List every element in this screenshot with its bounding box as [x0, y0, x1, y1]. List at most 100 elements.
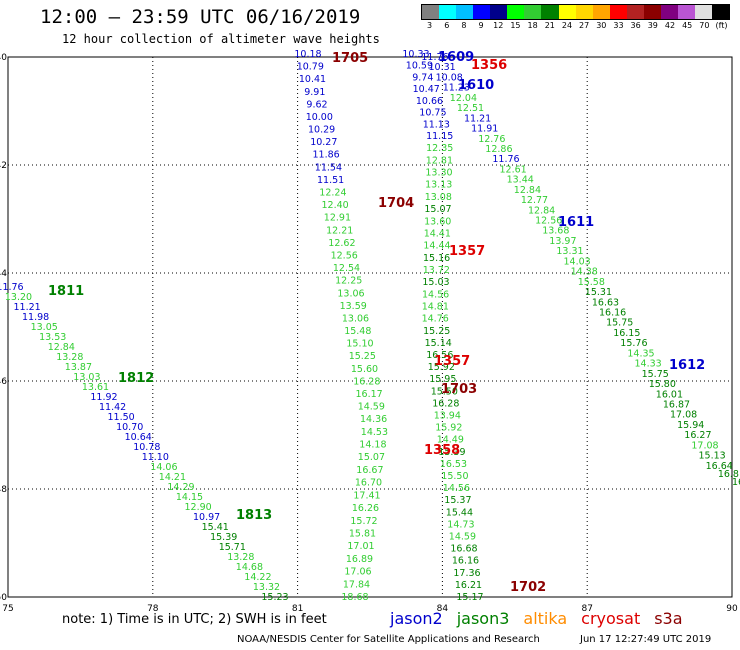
wave-height-value: 13.28	[227, 552, 254, 563]
wave-height-value: 12.77	[521, 195, 548, 206]
wave-height-value: 16.28	[432, 398, 459, 409]
wave-height-value: 13.03	[73, 372, 100, 383]
wave-height-value: 10.97	[193, 512, 220, 523]
wave-height-value: 16.26	[352, 503, 379, 514]
pass-time-label: 1610	[458, 78, 494, 93]
satellite-legend: jason2 jason3 altika cryosat s3a	[390, 609, 697, 628]
legend-label: 3	[427, 21, 433, 30]
wave-height-value: 15.41	[202, 522, 229, 533]
legend-label: (ft)	[715, 21, 728, 30]
wave-height-value: 15.44	[446, 507, 473, 518]
lat-label: 42	[0, 161, 7, 171]
wave-height-value: 11.76	[0, 282, 24, 293]
wave-height-value: 11.54	[315, 162, 342, 173]
wave-height-value: 15.60	[351, 364, 378, 375]
wave-height-value: 12.25	[335, 276, 362, 287]
wave-height-value: 15.03	[422, 277, 449, 288]
wave-height-value: 12.21	[326, 225, 353, 236]
updated-timestamp: Jun 17 12:27:49 UTC 2019	[580, 634, 712, 645]
wave-height-value: 15.80	[649, 379, 676, 390]
lat-label: 44	[0, 269, 7, 279]
wave-height-value: 15.50	[441, 471, 468, 482]
page-title: 12:00 – 23:59 UTC 06/16/2019	[40, 6, 361, 28]
legend-label: 21	[544, 21, 555, 30]
pass-time-label: 1357	[434, 354, 470, 369]
wave-height-value: 14.41	[424, 228, 451, 239]
legend-swatch	[456, 5, 474, 19]
wave-height-value: 11.92	[90, 392, 117, 403]
lon-label: 84	[437, 604, 449, 614]
wave-height-value: 15.92	[435, 423, 462, 434]
wave-height-value: 11.10	[142, 452, 169, 463]
wave-height-value: 16.21	[455, 580, 482, 591]
wave-height-value: 12.62	[328, 238, 355, 249]
wave-height-value: 12.04	[450, 93, 477, 104]
wave-height-value: 15.76	[620, 338, 647, 349]
wave-height-value: 16.89	[346, 554, 373, 565]
legend-label: 8	[461, 21, 467, 30]
wave-height-value: 16.16	[599, 308, 626, 319]
wave-height-value: 16.63	[592, 297, 619, 308]
wave-height-value: 12.84	[514, 185, 541, 196]
wave-height-value: 13.30	[425, 168, 452, 179]
wave-height-value: 12.91	[324, 213, 351, 224]
wave-height-value: 14.06	[150, 462, 177, 473]
wave-height-value: 17.06	[344, 567, 371, 578]
wave-height-value: 16.8	[718, 469, 739, 480]
wave-height-value: 15.58	[578, 277, 605, 288]
legend-swatch	[558, 5, 576, 19]
wave-height-value: 12.56	[535, 216, 562, 227]
wave-height-value: 15.81	[349, 529, 376, 540]
wave-height-value: 15.23	[261, 592, 288, 603]
wave-height-value: 17.01	[347, 541, 374, 552]
wave-height-value: 15.75	[642, 369, 669, 380]
pass-time-label: 1356	[471, 58, 507, 73]
wave-height-value: 15.48	[344, 326, 371, 337]
legend-swatch	[592, 5, 610, 19]
wave-height-value: 14.38	[571, 267, 598, 278]
wave-height-value: 15.13	[698, 451, 725, 462]
wave-height-value: 15.14	[425, 338, 452, 349]
wave-height-value: 16	[732, 477, 740, 488]
wave-height-value: 16.01	[656, 389, 683, 400]
legend-label: 27	[579, 21, 590, 30]
wave-height-value: 15.10	[346, 339, 373, 350]
wave-height-value: 14.03	[563, 256, 590, 267]
wave-height-value: 16.70	[355, 478, 382, 489]
wave-height-value: 13.32	[253, 582, 280, 593]
wave-height-value: 14.81	[422, 302, 449, 313]
wave-height-value: 15.75	[606, 318, 633, 329]
pass-time-label: 1703	[441, 382, 477, 397]
wave-height-value: 13.72	[423, 265, 450, 276]
lon-label: 87	[581, 604, 592, 614]
wave-height-value: 14.21	[159, 472, 186, 483]
wave-height-value: 13.87	[65, 362, 92, 373]
wave-height-value: 14.33	[634, 359, 661, 370]
wave-height-value: 10.18	[294, 49, 321, 60]
wave-height-value: 17.36	[453, 568, 480, 579]
wave-height-value: 11.21	[13, 302, 40, 313]
wave-height-value: 16.67	[356, 465, 383, 476]
satellite-altika: altika	[523, 609, 568, 628]
wave-height-value: 10.64	[125, 432, 152, 443]
wave-height-value: 11.76	[421, 52, 448, 63]
wave-height-value: 13.97	[549, 236, 576, 247]
legend-swatch	[422, 5, 440, 19]
legend-label: 12	[493, 21, 504, 30]
wave-height-value: 14.56	[422, 289, 449, 300]
legend-label: 24	[561, 21, 573, 30]
wave-height-value: 12.84	[528, 205, 555, 216]
wave-height-value: 12.86	[485, 144, 512, 155]
satellite-jason3: jason3	[456, 609, 510, 628]
pass-time-label: 1611	[558, 215, 594, 230]
color-legend	[421, 4, 730, 20]
legend-swatch	[695, 5, 713, 19]
wave-height-value: 13.05	[31, 322, 58, 333]
wave-height-value: 14.35	[627, 348, 654, 359]
wave-height-value: 11.15	[426, 131, 453, 142]
wave-height-value: 12.84	[48, 342, 75, 353]
wave-height-value: 17.84	[343, 579, 370, 590]
wave-height-value: 16.68	[450, 544, 477, 555]
wave-height-value: 14.56	[443, 483, 470, 494]
pass-time-label: 1357	[449, 244, 485, 259]
